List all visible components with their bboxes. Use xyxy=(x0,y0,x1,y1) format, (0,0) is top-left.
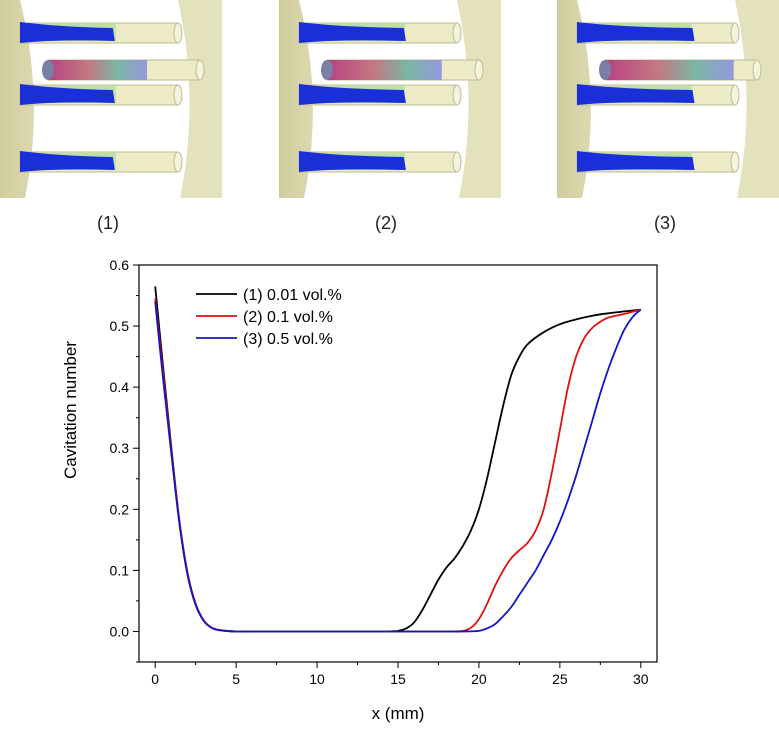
vapor-cavity xyxy=(577,22,695,43)
y-tick-label: 0.3 xyxy=(110,440,130,456)
y-tick-label: 0.1 xyxy=(110,562,130,578)
vapor-cavity xyxy=(20,84,115,105)
series-lines xyxy=(154,286,642,633)
y-tick-label: 0.0 xyxy=(110,623,130,639)
vapor-cavity xyxy=(577,84,695,105)
y-tick-label: 0.5 xyxy=(110,318,130,334)
render-panel-1 xyxy=(0,0,222,198)
x-tick-label: 15 xyxy=(390,671,406,687)
series-line-2 xyxy=(154,298,642,633)
y-tick-label: 0.2 xyxy=(110,501,130,517)
x-tick-label: 30 xyxy=(633,671,649,687)
vapor-cavity xyxy=(299,151,406,172)
y-axis-label: Cavitation number xyxy=(61,341,80,479)
back-plate xyxy=(457,0,501,198)
panel-label-1: (1) xyxy=(97,213,119,233)
y-tick-label: 0.6 xyxy=(110,257,130,273)
x-tick-label: 0 xyxy=(151,671,159,687)
render-panel-2 xyxy=(279,0,501,198)
nozzle-plate xyxy=(279,0,313,198)
render-panel-3 xyxy=(557,0,779,198)
x-axis-ticks: 0 5 10 15 20 25 30 xyxy=(151,662,649,687)
vapor-cavity xyxy=(577,151,695,172)
back-plate xyxy=(178,0,222,198)
injector-render-1 xyxy=(0,0,222,198)
back-plate xyxy=(735,0,779,198)
injector-render-3 xyxy=(557,0,779,198)
legend-label-3: (3) 0.5 vol.% xyxy=(243,331,333,348)
y-axis-ticks: 0.0 0.1 0.2 0.3 0.4 0.5 0.6 xyxy=(110,257,139,663)
injector-render-2 xyxy=(279,0,501,198)
legend-label-2: (2) 0.1 vol.% xyxy=(243,309,333,326)
x-tick-label: 5 xyxy=(232,671,240,687)
legend: (1) 0.01 vol.% (2) 0.1 vol.% (3) 0.5 vol.% xyxy=(196,287,342,348)
legend-label-1: (1) 0.01 vol.% xyxy=(243,287,342,304)
x-axis-label: x (mm) xyxy=(372,704,425,723)
nozzle-plate xyxy=(557,0,591,198)
x-tick-label: 20 xyxy=(471,671,487,687)
x-tick-label: 25 xyxy=(552,671,568,687)
vapor-cavity xyxy=(299,22,406,43)
cavitation-chart: 0 5 10 15 20 25 30 0.0 0.1 0.2 0.3 0.4 0.5 0.6 (1) 0… xyxy=(61,257,658,723)
x-tick-label: 10 xyxy=(309,671,325,687)
panel-label-3: (3) xyxy=(654,213,676,233)
panel-label-2: (2) xyxy=(375,213,397,233)
vapor-cavity xyxy=(20,151,115,172)
vapor-cavity xyxy=(299,84,406,105)
nozzle-plate xyxy=(0,0,34,198)
y-tick-label: 0.4 xyxy=(110,379,130,395)
series-line-3 xyxy=(154,301,642,633)
vapor-cavity xyxy=(20,22,115,43)
